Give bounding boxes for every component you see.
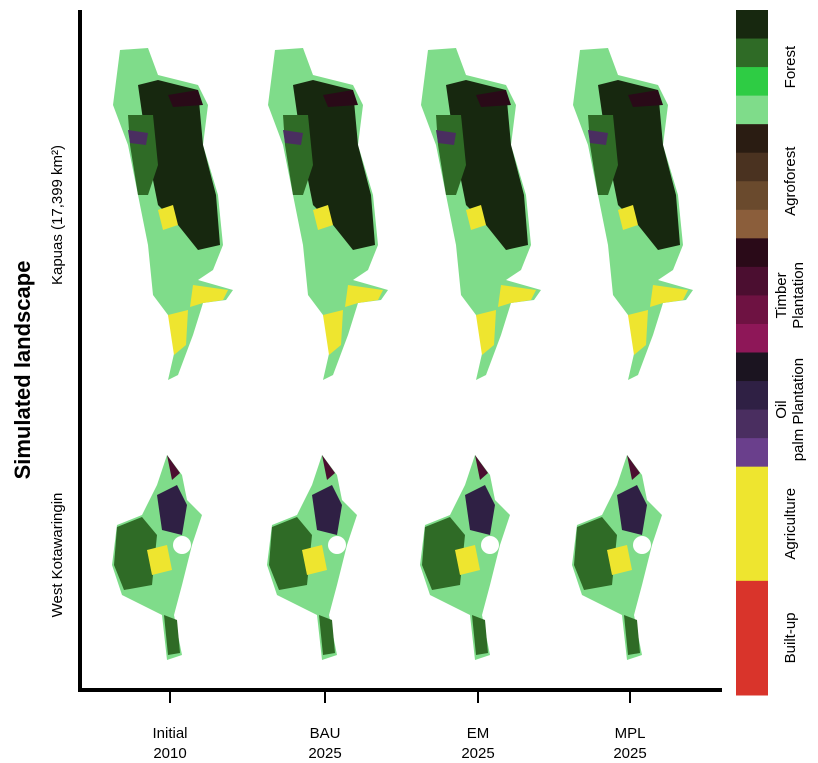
column-year: 2025 — [613, 745, 646, 762]
column-label: BAU — [310, 725, 341, 742]
legend-label: Agriculture — [782, 488, 799, 560]
legend-swatch — [736, 152, 768, 182]
legend-label: Oilpalm Plantation — [773, 358, 807, 461]
legend-swatch — [736, 209, 768, 239]
y-title: Simulated landscape — [10, 261, 35, 480]
column-year: 2025 — [308, 745, 341, 762]
column-year: 2010 — [153, 745, 186, 762]
row-label: Kapuas (17,399 km²) — [49, 145, 66, 285]
column-label: MPL — [615, 725, 646, 742]
legend-swatch — [736, 10, 768, 40]
legend-swatch — [736, 95, 768, 125]
legend-label: TimberPlantation — [773, 262, 807, 329]
legend-swatch — [736, 67, 768, 97]
legend-swatch — [736, 381, 768, 411]
row-label: West Kotawaringin — [49, 493, 66, 618]
legend-label: Forest — [782, 45, 799, 88]
map-west-kotawaringin — [572, 455, 662, 660]
legend-swatch — [736, 295, 768, 325]
column-year: 2025 — [461, 745, 494, 762]
legend-swatch — [736, 409, 768, 439]
column-label: EM — [467, 725, 490, 742]
map-west-kotawaringin — [112, 455, 202, 660]
legend-swatch — [736, 352, 768, 382]
legend-swatch — [736, 38, 768, 68]
map-west-kotawaringin — [420, 455, 510, 660]
legend-swatch — [736, 181, 768, 211]
legend-label: Built-up — [782, 612, 799, 663]
map-kapuas — [573, 48, 693, 380]
legend-swatch — [736, 238, 768, 268]
map-kapuas — [113, 48, 233, 380]
map-kapuas — [421, 48, 541, 380]
column-label: Initial — [152, 725, 187, 742]
legend-swatch — [736, 438, 768, 468]
map-kapuas — [268, 48, 388, 380]
legend-swatch — [736, 266, 768, 296]
legend-swatch — [736, 323, 768, 353]
legend-swatch — [736, 466, 768, 582]
legend-swatch — [736, 580, 768, 696]
legend-label: Agroforest — [782, 146, 799, 216]
map-west-kotawaringin — [267, 455, 357, 660]
legend-swatch — [736, 124, 768, 154]
